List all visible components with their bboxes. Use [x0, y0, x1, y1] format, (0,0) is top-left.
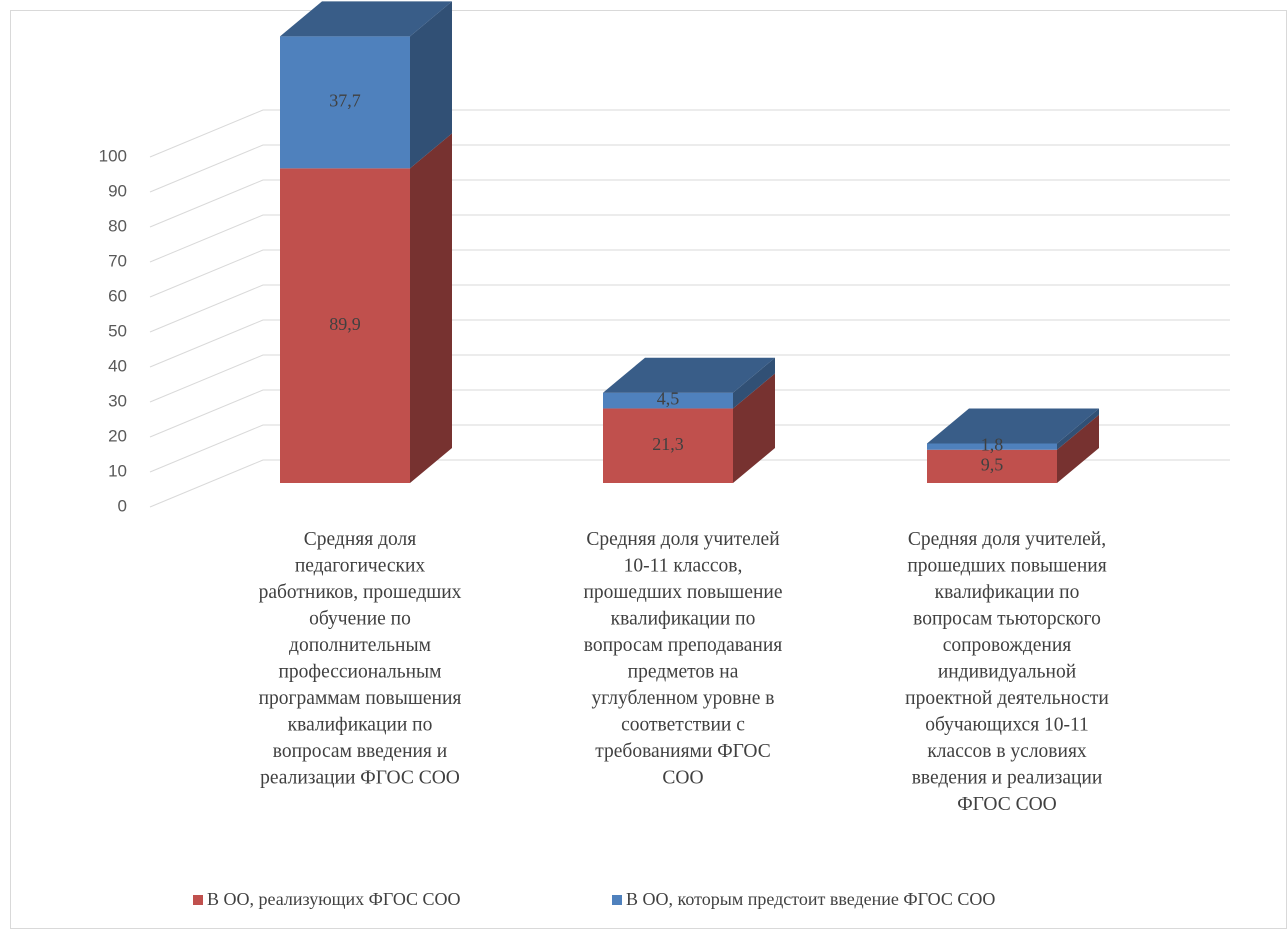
- grid-line: [149, 144, 1230, 193]
- legend-swatch: [612, 895, 622, 905]
- x-tick-line: программам повышения: [259, 688, 462, 709]
- data-label: 9,5: [981, 455, 1004, 475]
- x-tick-line: работников, прошедших: [259, 582, 462, 603]
- data-label: 37,7: [329, 91, 361, 111]
- grid-line: [149, 319, 1230, 368]
- bar-top: [603, 357, 775, 393]
- bar-side: [733, 357, 775, 409]
- grid-line: [149, 354, 1230, 403]
- grid-line: [149, 284, 1230, 333]
- x-tick-line: требованиями ФГОС: [595, 741, 770, 762]
- bar: [603, 408, 733, 483]
- x-tick-line: СОО: [662, 768, 703, 789]
- bar-side: [410, 1, 452, 169]
- bar: [280, 36, 410, 169]
- x-tick-line: вопросам преподавания: [584, 635, 783, 656]
- x-tick-line: сопровождения: [943, 635, 1072, 656]
- bar-side: [1057, 414, 1099, 483]
- y-tick-label: 40: [108, 356, 127, 375]
- x-tick-line: ФГОС СОО: [957, 794, 1057, 815]
- x-tick-line: прошедших повышения: [907, 556, 1106, 577]
- data-label: 1,8: [981, 435, 1004, 455]
- x-tick-line: Средняя доля учителей,: [908, 529, 1106, 550]
- bar-side: [1057, 408, 1099, 450]
- bar-top: [927, 408, 1099, 444]
- x-tick-line: предметов на: [628, 662, 739, 683]
- bar: [280, 168, 410, 483]
- x-tick-line: дополнительным: [289, 635, 431, 656]
- y-tick-label: 30: [108, 391, 127, 410]
- x-tick-line: квалификации по: [935, 582, 1080, 603]
- x-tick-line: квалификации по: [611, 609, 756, 630]
- x-tick-label: Средняя доля педагогических работников, пр…: [259, 529, 462, 789]
- data-label: 89,9: [329, 314, 361, 334]
- x-tick-line: вопросам введения и: [273, 741, 447, 762]
- grid-line: [149, 249, 1230, 298]
- x-tick-line: квалификации по: [288, 715, 433, 736]
- y-tick-label: 0: [118, 496, 127, 515]
- grid-line: [149, 109, 1230, 158]
- data-label: 4,5: [657, 389, 680, 409]
- x-tick-line: вопросам тьюторского: [913, 609, 1101, 630]
- x-tick-label: Средняя доля учителей, прошедших повышени…: [905, 529, 1109, 815]
- x-tick-line: обучающихся 10-11: [925, 715, 1089, 736]
- bar-top: [280, 1, 452, 37]
- bar: [603, 392, 733, 409]
- bar-side: [733, 373, 775, 483]
- x-tick-line: прошедших повышение: [583, 582, 782, 603]
- x-tick-line: 10-11 классов,: [624, 556, 743, 577]
- grid-line: [149, 389, 1230, 438]
- x-tick-line: углубленном уровне в: [592, 688, 775, 709]
- x-tick-line: классов в условиях: [927, 741, 1087, 762]
- x-tick-line: реализации ФГОС СОО: [260, 768, 460, 789]
- data-label: 21,3: [652, 434, 684, 454]
- x-tick-line: введения и реализации: [912, 768, 1103, 789]
- x-tick-label: Средняя доля учителей 10-11 классов, проше…: [583, 529, 782, 789]
- y-tick-label: 20: [108, 426, 127, 445]
- grid-line: [149, 424, 1230, 473]
- y-tick-label: 100: [99, 146, 127, 165]
- legend-swatch: [193, 895, 203, 905]
- y-tick-label: 10: [108, 461, 127, 480]
- x-tick-line: обучение по: [309, 609, 411, 630]
- y-tick-label: 70: [108, 251, 127, 270]
- y-tick-label: 80: [108, 216, 127, 235]
- x-tick-line: Средняя доля: [304, 529, 416, 550]
- bar: [927, 449, 1057, 483]
- y-tick-label: 50: [108, 321, 127, 340]
- legend-label: В ОО, которым предстоит введение ФГОС СО…: [626, 889, 995, 909]
- x-tick-line: педагогических: [295, 556, 426, 577]
- x-tick-line: Средняя доля учителей: [586, 529, 779, 550]
- grid-line: [149, 214, 1230, 263]
- bar-side: [410, 133, 452, 483]
- y-tick-label: 60: [108, 286, 127, 305]
- grid-line: [149, 179, 1230, 228]
- x-tick-line: соответствии с: [621, 715, 745, 736]
- grid-line: [149, 459, 1230, 508]
- x-tick-line: проектной деятельности: [905, 688, 1109, 709]
- x-tick-line: профессиональным: [279, 662, 442, 683]
- legend-label: В ОО, реализующих ФГОС СОО: [207, 889, 461, 909]
- x-tick-line: индивидуальной: [938, 662, 1076, 683]
- y-tick-label: 90: [108, 181, 127, 200]
- bar: [927, 443, 1057, 450]
